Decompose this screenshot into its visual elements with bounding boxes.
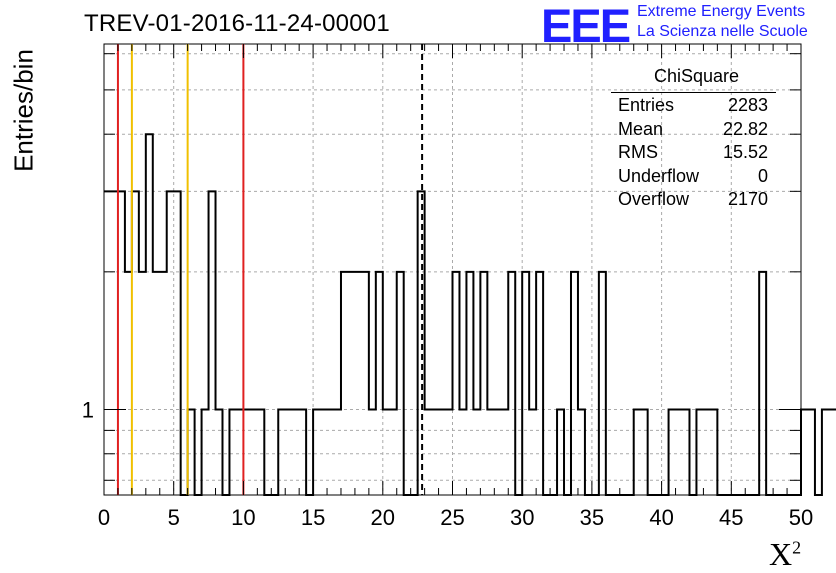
x-tick-label: 35 [580,505,604,530]
stats-row: Entries 2283 [611,95,776,119]
stats-row: Overflow 2170 [611,189,776,213]
stats-row: Underflow 0 [611,166,776,190]
stats-box: ChiSquare Entries 2283 Mean 22.82 RMS 15.52… [611,66,776,213]
stats-value: 2170 [727,189,768,209]
x-tick-label: 10 [231,505,255,530]
stats-value: 22.82 [722,118,768,139]
x-tick-label: 50 [789,505,813,530]
x-axis-label: X2 [769,536,801,573]
x-tick-label: 20 [371,505,395,530]
stats-value: 2283 [727,95,768,115]
stats-box-title: ChiSquare [653,66,740,86]
stats-label: Mean [618,118,664,139]
axis-ticks: 0 5 10 15 20 25 30 35 40 45 50 1 [82,44,813,530]
logo-line-1: Extreme Energy Events [637,3,806,20]
x-tick-label: 30 [510,505,534,530]
stats-label: RMS [618,142,658,162]
stats-row: RMS 15.52 [611,142,776,166]
x-tick-label: 0 [98,505,110,530]
x-tick-label: 45 [719,505,743,530]
y-tick-label: 1 [82,397,94,422]
x-tick-label: 25 [440,505,464,530]
stats-value: 15.52 [722,142,768,162]
stats-label: Overflow [618,189,690,209]
stats-row: Mean 22.82 [611,119,776,143]
marker-lines [116,44,424,495]
x-tick-label: 15 [301,505,325,530]
y-axis-label: Entries/bin [8,49,39,172]
x-axis-label-main: X [769,536,793,572]
x-axis-label-superscript: 2 [792,537,802,558]
stats-value: 0 [757,165,768,186]
logo-line-2: La Scienza nelle Scuole [637,23,808,40]
stats-label: Entries [618,95,675,115]
stats-box-divider [611,92,776,93]
histogram-bars [104,133,836,496]
x-tick-label: 5 [168,505,180,530]
histogram-step-line [104,133,836,496]
eee-logo: EEE [541,0,631,52]
histogram-title: TREV-01-2016-11-24-00001 [84,10,390,37]
x-tick-label: 40 [649,505,673,530]
stats-label: Underflow [618,165,700,186]
